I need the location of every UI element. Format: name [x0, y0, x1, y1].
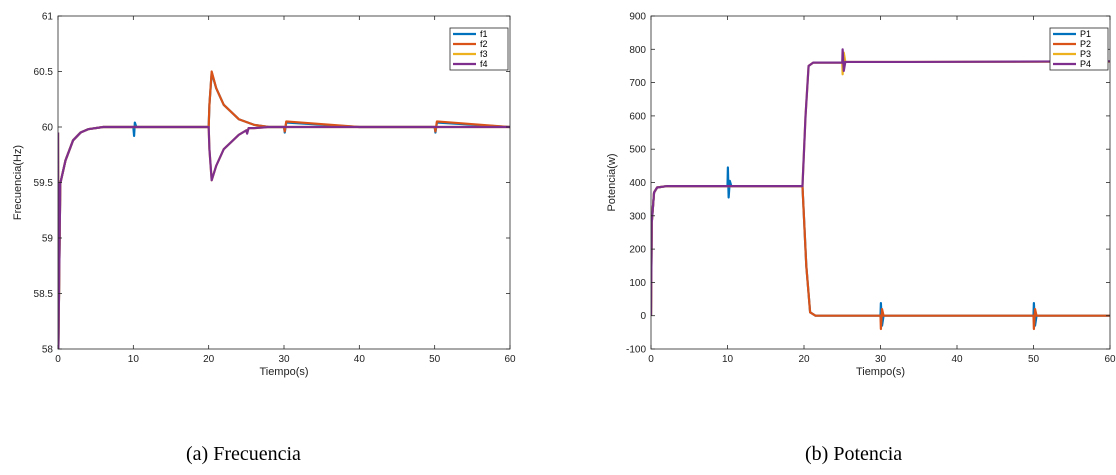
legend-label-f1: f1: [480, 29, 488, 39]
x-tick-label: 30: [875, 354, 887, 365]
plot-area: [58, 16, 510, 349]
x-tick-label: 20: [203, 354, 215, 365]
y-tick-label: 300: [629, 211, 646, 222]
y-tick-label: 58: [42, 345, 54, 356]
x-tick-label: 0: [648, 354, 654, 365]
y-tick-label: 900: [629, 12, 646, 23]
y-axis-label: Potencia(w): [606, 153, 618, 211]
y-tick-label: 700: [629, 78, 646, 89]
legend-label-f4: f4: [480, 59, 488, 69]
y-tick-label: 60: [42, 123, 54, 134]
figure-canvas: 0 10 20 30 40 50 60 58 58.5 59 59.5 60 60.5 61 Tiempo(…: [12, 12, 1116, 379]
x-tick-label: 50: [1028, 354, 1040, 365]
x-tick-label: 50: [429, 354, 441, 365]
x-tick-label: 10: [128, 354, 140, 365]
legend-label-f2: f2: [480, 39, 488, 49]
y-tick-label: 0: [640, 311, 646, 322]
caption-a: (a) Frecuencia: [186, 443, 301, 465]
series-group: [58, 70, 510, 349]
y-tick-label: 200: [629, 245, 646, 256]
legend-label-P3: P3: [1080, 49, 1091, 59]
chart-a: 0 10 20 30 40 50 60 58 58.5 59 59.5 60 60.5 61 Tiempo(…: [12, 12, 516, 379]
y-tick-label: 100: [629, 278, 646, 289]
y-tick-label: 58.5: [34, 289, 54, 300]
x-axis-label: Tiempo(s): [856, 366, 905, 378]
series-line-P4: [651, 48, 1110, 316]
legend-label-P2: P2: [1080, 39, 1091, 49]
y-tick-label: 61: [42, 12, 54, 23]
plot-area: [651, 16, 1110, 349]
y-tick-label: 59: [42, 234, 54, 245]
x-tick-label: 10: [722, 354, 734, 365]
x-tick-label: 0: [55, 354, 61, 365]
x-axis-label: Tiempo(s): [259, 366, 308, 378]
y-tick-label: 800: [629, 45, 646, 56]
y-tick-label: 59.5: [34, 178, 54, 189]
x-tick-label: 30: [278, 354, 290, 365]
y-tick-label: -100: [626, 345, 646, 356]
series-line-f4: [58, 125, 510, 349]
x-tick-label: 40: [951, 354, 963, 365]
x-tick-label: 60: [1104, 354, 1116, 365]
x-tick-label: 60: [504, 354, 516, 365]
caption-b: (b) Potencia: [805, 443, 903, 465]
legend-label-f3: f3: [480, 49, 488, 59]
y-tick-label: 600: [629, 111, 646, 122]
y-tick-label: 500: [629, 145, 646, 156]
y-tick-label: 400: [629, 178, 646, 189]
legend-label-P4: P4: [1080, 59, 1091, 69]
y-tick-label: 60.5: [34, 67, 54, 78]
series-group: [651, 48, 1110, 331]
x-tick-label: 40: [354, 354, 366, 365]
x-tick-label: 20: [798, 354, 810, 365]
legend-label-P1: P1: [1080, 29, 1091, 39]
y-axis-label: Frecuencia(Hz): [12, 145, 24, 220]
chart-b: 0 10 20 30 40 50 60-10001002003004005006007008…: [606, 12, 1116, 379]
